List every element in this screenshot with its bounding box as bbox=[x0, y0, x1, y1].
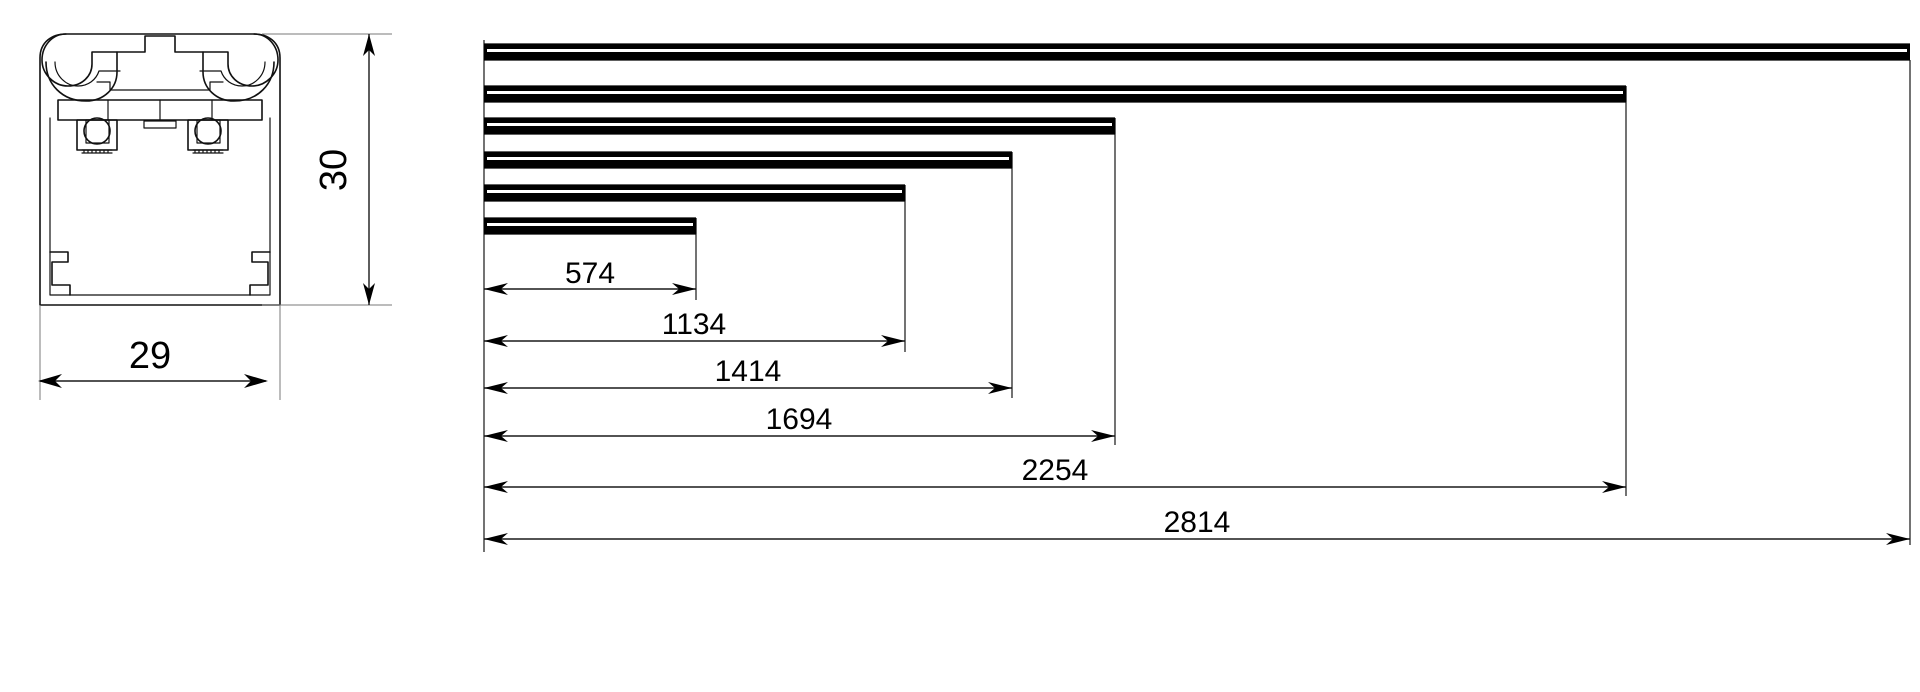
dimension-574: 574 bbox=[484, 257, 696, 295]
height-dimension-label: 30 bbox=[313, 149, 355, 191]
profile-left-bolt-block bbox=[76, 119, 118, 151]
dimension-label-2254: 2254 bbox=[1022, 454, 1089, 487]
dimension-label-1134: 1134 bbox=[662, 308, 727, 341]
dimension-1694: 1694 bbox=[484, 403, 1115, 442]
profile-right-bolt-block bbox=[187, 119, 229, 151]
profile-center-tab bbox=[143, 120, 177, 129]
dim-arrow-1414-left bbox=[484, 382, 508, 394]
dim-arrow-574-left bbox=[484, 283, 508, 295]
dim-arrow-1694-left bbox=[484, 430, 508, 442]
profile-left-bolt-square bbox=[85, 119, 110, 144]
dimension-label-574: 574 bbox=[565, 257, 615, 290]
rail-profile-cross-section: 30 29 bbox=[38, 33, 392, 400]
profile-left-hook-inner bbox=[54, 61, 121, 87]
dim-arrow-1134-right bbox=[881, 335, 905, 347]
rail-bar-574 bbox=[484, 217, 697, 235]
width-dimension-29: 29 bbox=[38, 335, 268, 388]
profile-outer-outline bbox=[39, 33, 281, 306]
profile-right-bolt-thread bbox=[192, 149, 224, 154]
dim-arrow-2254-left bbox=[484, 481, 508, 493]
profile-bottom-left-groove bbox=[49, 251, 71, 296]
dimension-label-1694: 1694 bbox=[766, 403, 833, 436]
height-dimension-30: 30 bbox=[313, 34, 375, 305]
dim-arrow-2814-right bbox=[1886, 533, 1910, 545]
dim-arrow-1694-right bbox=[1091, 430, 1115, 442]
profile-left-bolt-thread bbox=[81, 149, 113, 154]
rail-length-variants: 574 1134 1414 1694 2254 bbox=[483, 40, 1911, 552]
dimension-2814: 2814 bbox=[484, 506, 1910, 545]
dimension-1134: 1134 bbox=[484, 308, 905, 347]
dimension-2254: 2254 bbox=[484, 454, 1626, 493]
dim-arrow-1414-right bbox=[988, 382, 1012, 394]
profile-bottom-right-groove bbox=[249, 251, 271, 296]
dim-arrow-2814-left bbox=[484, 533, 508, 545]
width-arrow-left bbox=[38, 374, 62, 388]
profile-right-bolt-circle bbox=[194, 117, 222, 145]
rail-bar-2814 bbox=[484, 43, 1910, 61]
height-arrow-bottom bbox=[363, 283, 375, 305]
profile-top-web-lower bbox=[96, 81, 224, 91]
profile-right-bolt-square bbox=[196, 119, 221, 144]
rail-bar-2254 bbox=[484, 85, 1627, 103]
dimension-1414: 1414 bbox=[484, 355, 1012, 394]
dimension-label-1414: 1414 bbox=[715, 355, 782, 388]
dimension-label-2814: 2814 bbox=[1164, 506, 1231, 539]
width-arrow-right bbox=[244, 374, 268, 388]
profile-right-hook-inner bbox=[199, 61, 266, 87]
profile-inner-cavity bbox=[49, 117, 271, 296]
rail-bar-1694 bbox=[484, 117, 1116, 135]
profile-right-hook bbox=[202, 33, 279, 102]
dim-arrow-2254-right bbox=[1602, 481, 1626, 493]
width-dimension-label: 29 bbox=[129, 335, 171, 377]
profile-left-hook bbox=[41, 33, 118, 102]
profile-top-web bbox=[116, 35, 204, 53]
rail-bar-1414 bbox=[484, 151, 1013, 169]
profile-left-bolt-circle bbox=[83, 117, 111, 145]
dim-arrow-574-right bbox=[672, 283, 696, 295]
height-arrow-top bbox=[363, 34, 375, 56]
dim-arrow-1134-left bbox=[484, 335, 508, 347]
rail-bar-1134 bbox=[484, 184, 906, 202]
